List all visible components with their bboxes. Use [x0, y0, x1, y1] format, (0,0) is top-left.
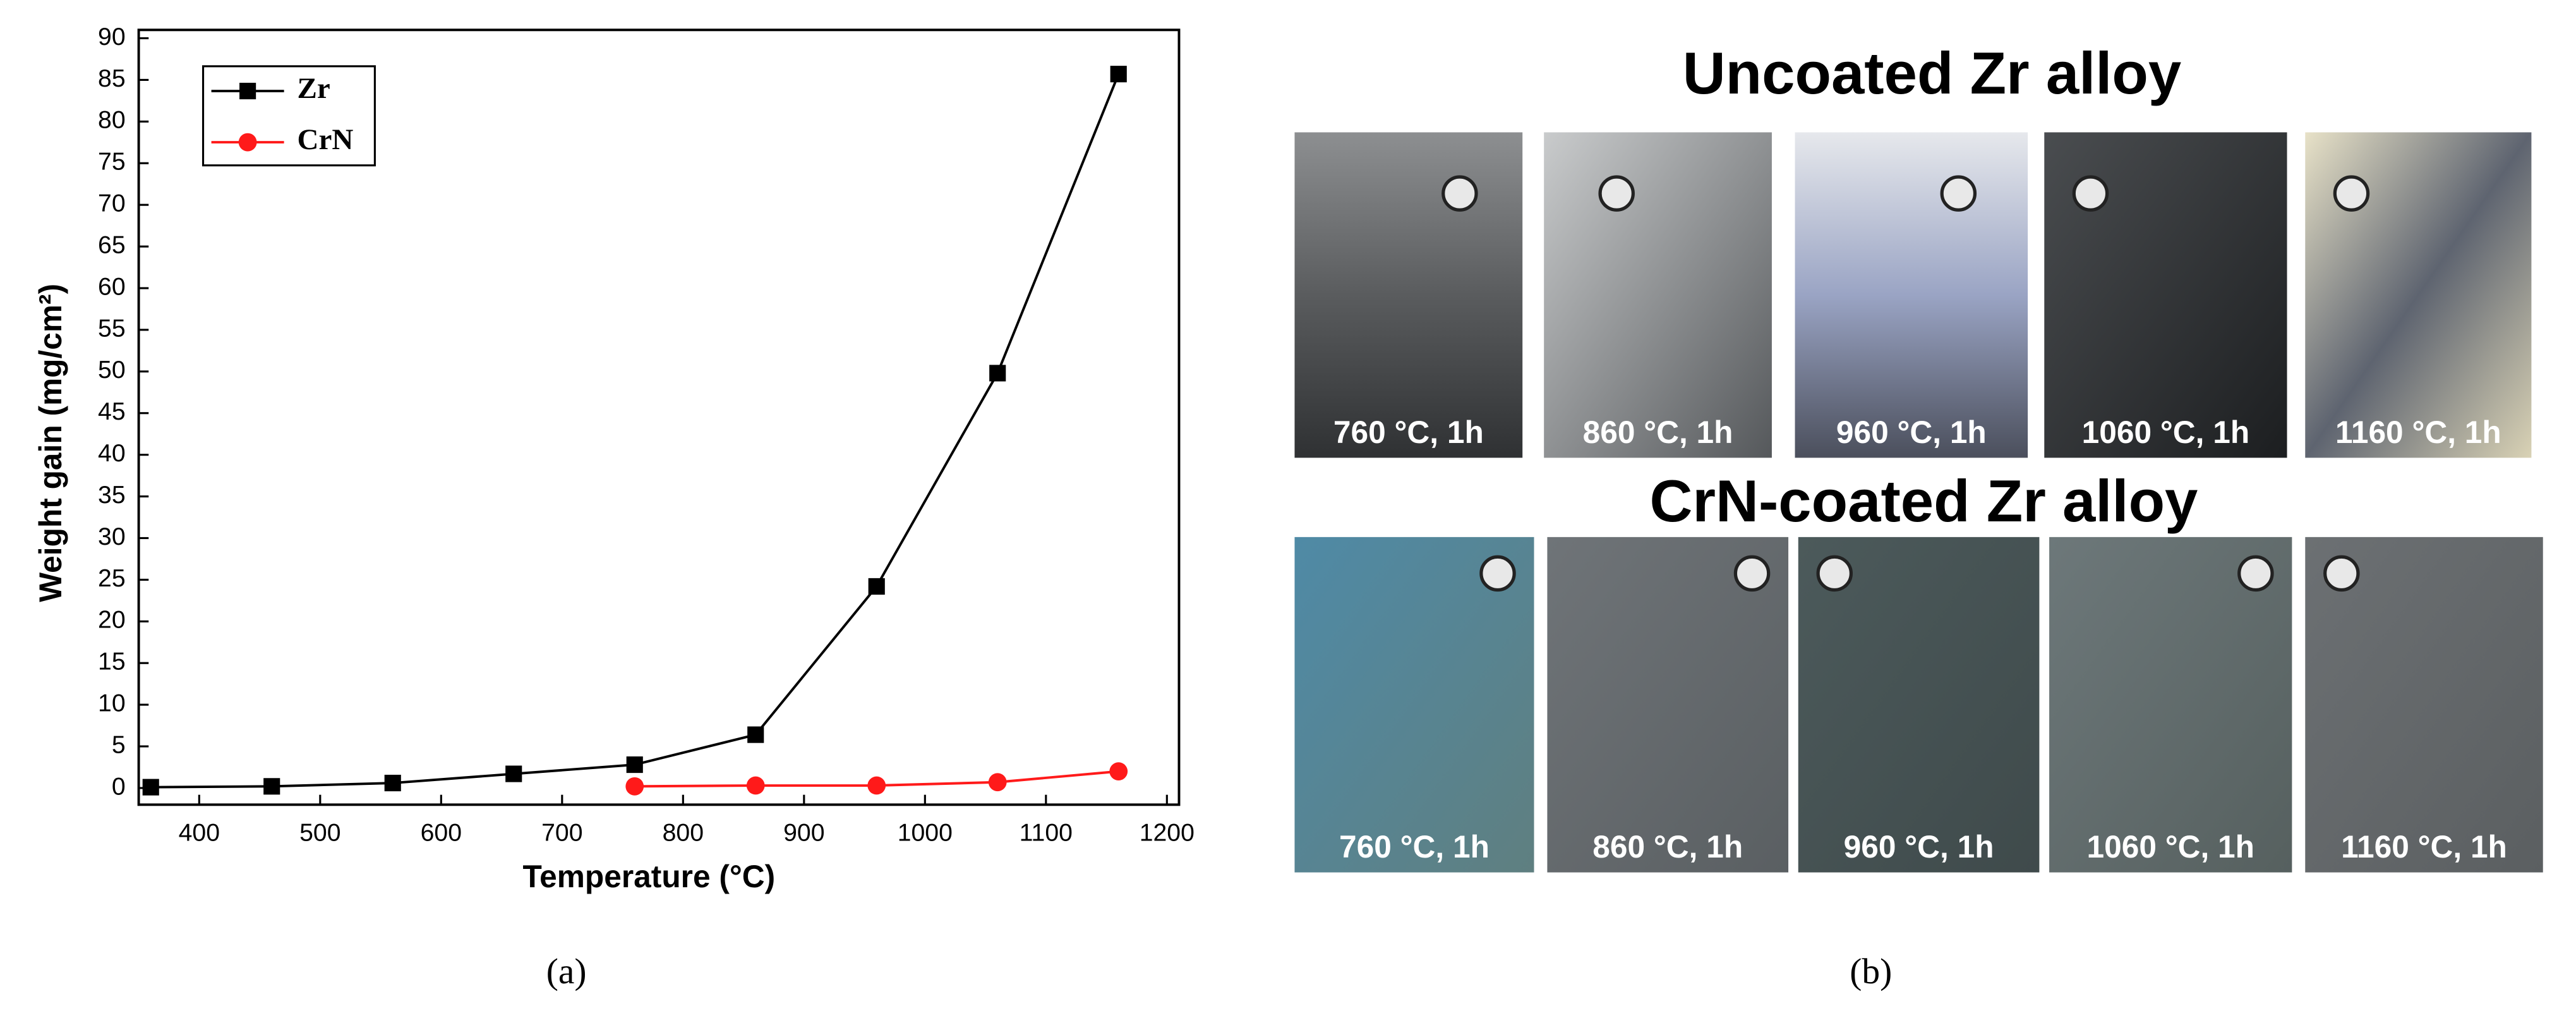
marker [1110, 66, 1127, 83]
y-tick-label: 25 [98, 565, 126, 592]
marker [239, 82, 256, 100]
sample-photo [2049, 537, 2292, 873]
y-tick-label: 40 [98, 440, 126, 467]
sample-label: 860 °C, 1h [1592, 829, 1743, 864]
y-tick-label: 10 [98, 690, 126, 717]
marker [384, 774, 401, 792]
sample-photo [1547, 537, 1789, 873]
y-tick-label: 30 [98, 523, 126, 550]
series-line [150, 73, 1120, 789]
y-tick-label: 15 [98, 648, 126, 676]
y-tick-label: 50 [98, 356, 126, 384]
y-axis-label: Weight gain (mg/cm²) [33, 284, 68, 602]
x-tick-label: 1200 [1140, 820, 1195, 847]
marker [989, 365, 1006, 382]
x-axis-label: Temperature (°C) [522, 859, 775, 894]
legend-box [202, 65, 376, 167]
y-tick-label: 85 [98, 65, 126, 92]
sample-hole [2072, 175, 2109, 212]
legend-label: CrN [298, 123, 354, 156]
marker [1109, 762, 1128, 780]
sample-label: 960 °C, 1h [1836, 415, 1987, 450]
x-tick-label: 1100 [1020, 820, 1073, 847]
sample-hole [1940, 175, 1977, 212]
caption: (a) [546, 952, 587, 992]
y-tick-label: 60 [98, 273, 126, 300]
sample-photo [2305, 537, 2543, 873]
y-tick-label: 65 [98, 231, 126, 258]
marker [868, 578, 885, 595]
y-tick-label: 20 [98, 607, 126, 634]
marker [867, 776, 886, 795]
sample-photo [1294, 537, 1534, 873]
sample-label: 1060 °C, 1h [2086, 829, 2254, 864]
x-tick-label: 1000 [898, 820, 953, 847]
y-tick-label: 0 [112, 773, 126, 800]
legend-label: Zr [298, 72, 330, 105]
sample-hole [2333, 175, 2370, 212]
y-tick-label: 80 [98, 107, 126, 134]
x-tick-label: 600 [421, 820, 462, 847]
sample-label: 760 °C, 1h [1339, 829, 1490, 864]
sample-photo [1795, 132, 2028, 458]
x-tick-label: 800 [663, 820, 704, 847]
y-tick-label: 70 [98, 190, 126, 217]
y-tick-label: 45 [98, 398, 126, 425]
x-tick-label: 400 [179, 820, 220, 847]
y-tick-label: 35 [98, 482, 126, 509]
marker [746, 776, 765, 795]
sample-photo [1544, 132, 1772, 458]
sample-hole [2237, 555, 2274, 592]
x-tick-label: 900 [783, 820, 824, 847]
sample-label: 1160 °C, 1h [2341, 829, 2507, 864]
sample-hole [1816, 555, 1853, 592]
x-tick-label: 500 [299, 820, 340, 847]
sample-photo [1798, 537, 2040, 873]
sample-hole [1598, 175, 1635, 212]
panel-title: Uncoated Zr alloy [1683, 40, 2182, 106]
y-tick-label: 90 [98, 23, 126, 51]
y-tick-label: 75 [98, 149, 126, 176]
sample-photo [1294, 132, 1523, 458]
marker [263, 778, 280, 795]
marker [625, 777, 644, 796]
y-tick-label: 5 [112, 731, 126, 758]
marker [747, 726, 764, 743]
marker [505, 765, 522, 782]
marker [988, 773, 1007, 792]
sample-label: 1160 °C, 1h [2335, 415, 2501, 450]
sample-label: 1060 °C, 1h [2082, 415, 2250, 450]
sample-hole [1479, 555, 1516, 592]
marker [142, 779, 159, 796]
sample-hole [1733, 555, 1771, 592]
sample-label: 760 °C, 1h [1333, 415, 1484, 450]
sample-hole [2323, 555, 2360, 592]
sample-label: 860 °C, 1h [1583, 415, 1733, 450]
sample-hole [1441, 175, 1478, 212]
caption: (b) [1850, 952, 1892, 992]
x-tick-label: 700 [541, 820, 582, 847]
marker [238, 133, 257, 152]
sample-label: 960 °C, 1h [1844, 829, 1994, 864]
y-tick-label: 55 [98, 315, 126, 342]
panel-title: CrN-coated Zr alloy [1649, 468, 2198, 534]
plot-frame [137, 28, 1181, 806]
marker [626, 756, 643, 773]
